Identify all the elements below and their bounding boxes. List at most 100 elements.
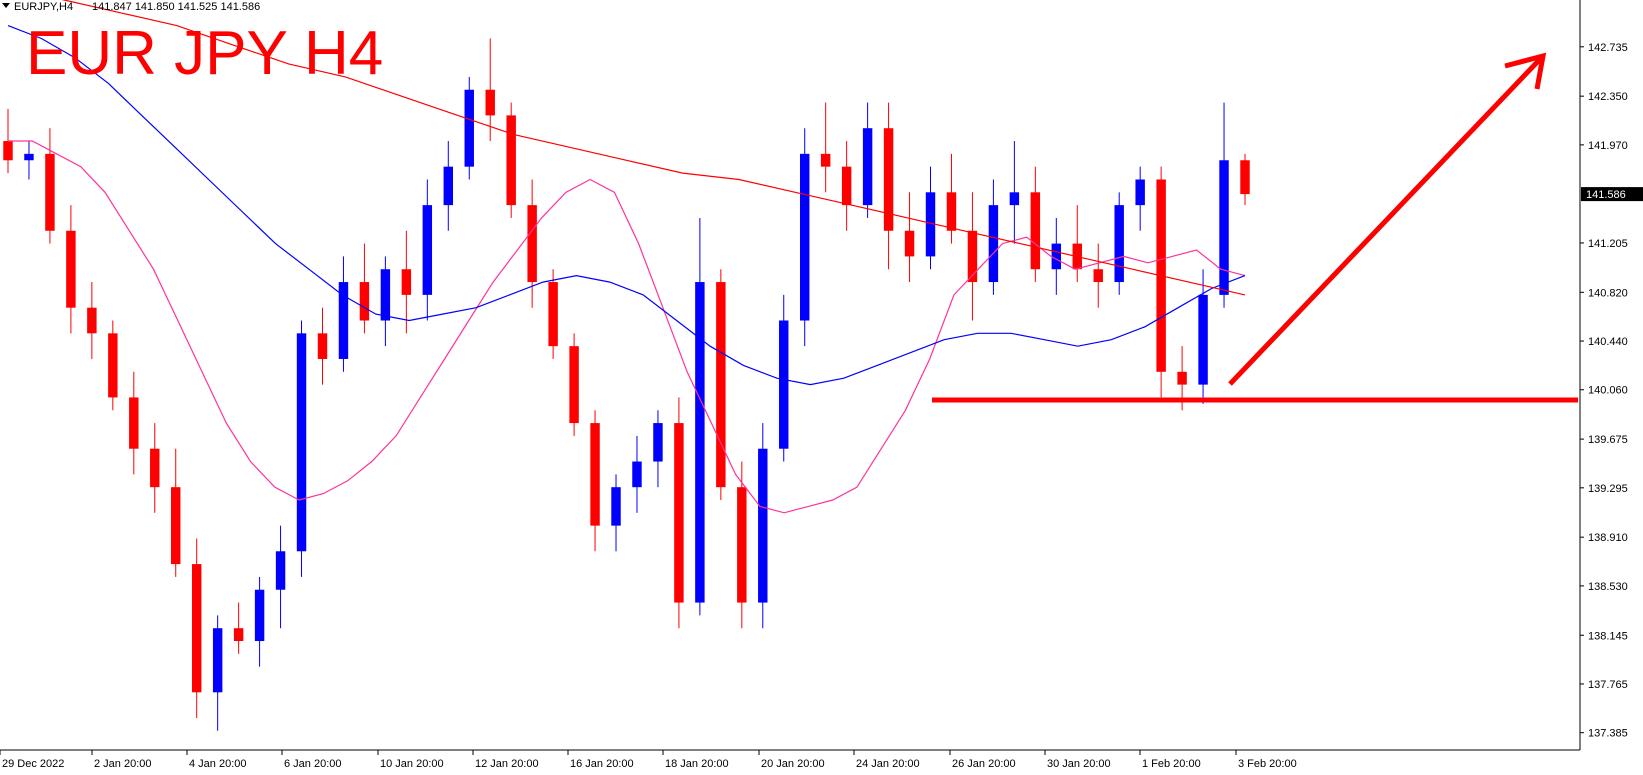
candle-body xyxy=(464,89,474,167)
candle-body xyxy=(401,269,412,295)
candle-body xyxy=(632,461,642,488)
candle-body xyxy=(1198,294,1208,385)
time-tick-label: 1 Feb 20:00 xyxy=(1142,758,1201,770)
candle-body xyxy=(87,307,97,334)
candle-body xyxy=(737,487,747,603)
candle-body xyxy=(1177,371,1187,385)
candle-body xyxy=(527,205,537,283)
candle-body xyxy=(150,448,160,488)
candle-body xyxy=(1051,243,1062,270)
current-price-label: 141.586 xyxy=(1586,189,1626,201)
candle-body xyxy=(925,192,936,257)
price-tick-label: 138.910 xyxy=(1588,532,1628,544)
candle-body xyxy=(779,320,789,449)
candle-body xyxy=(841,166,852,206)
candle-body xyxy=(862,128,873,206)
candle-body xyxy=(380,269,391,321)
candle-body xyxy=(820,153,831,167)
candle-body xyxy=(317,333,328,359)
candle-body xyxy=(1114,205,1124,283)
price-tick-label: 137.765 xyxy=(1588,679,1628,691)
price-tick-label: 139.675 xyxy=(1588,434,1628,446)
candle-body xyxy=(1135,179,1145,206)
candle-body xyxy=(988,205,999,283)
candle-body xyxy=(254,589,265,642)
price-tick-label: 140.440 xyxy=(1588,336,1628,348)
candle-body xyxy=(1219,160,1229,295)
time-tick-label: 6 Jan 20:00 xyxy=(284,758,342,770)
candle-body xyxy=(904,230,915,257)
time-tick-label: 30 Jan 20:00 xyxy=(1047,758,1111,770)
time-tick-label: 12 Jan 20:00 xyxy=(475,758,539,770)
candle-body xyxy=(1030,192,1041,270)
price-tick-label: 137.385 xyxy=(1588,728,1628,740)
candle-body xyxy=(883,128,894,231)
time-tick-label: 3 Feb 20:00 xyxy=(1238,758,1297,770)
price-tick-label: 138.530 xyxy=(1588,581,1628,593)
candle-body xyxy=(422,205,433,295)
candle-body xyxy=(799,153,810,321)
candle-body xyxy=(695,282,705,603)
chart-title: EUR JPY H4 xyxy=(26,19,383,88)
candle-body xyxy=(296,333,307,552)
time-tick-label: 26 Jan 20:00 xyxy=(952,758,1016,770)
candle-body xyxy=(171,487,181,565)
candle-body xyxy=(66,230,76,308)
candle-body xyxy=(1009,192,1020,206)
candle-body xyxy=(506,115,516,206)
candle-body xyxy=(590,423,600,526)
price-tick-label: 142.735 xyxy=(1588,42,1628,54)
candle-body xyxy=(1093,269,1103,283)
candle-body xyxy=(45,153,55,231)
price-tick-label: 138.145 xyxy=(1588,630,1628,642)
candle-body xyxy=(967,230,978,283)
candle-body xyxy=(275,551,286,590)
time-axis: 29 Dec 2022 2 Jan 20:00 4 Jan 20:00 6 Jan 2… xyxy=(0,749,1580,770)
candle-body xyxy=(653,423,663,462)
symbol-label: EURJPY,H4 xyxy=(14,1,73,13)
candle-body xyxy=(1240,160,1250,195)
candle-body xyxy=(129,397,139,449)
ma-line-ma_slow xyxy=(61,0,1246,296)
candle-body xyxy=(443,166,454,206)
candle-body xyxy=(338,282,349,359)
candle-body xyxy=(24,153,34,161)
time-tick-label: 2 Jan 20:00 xyxy=(94,758,152,770)
time-tick-label: 20 Jan 20:00 xyxy=(761,758,825,770)
candle-body xyxy=(548,282,558,347)
candle-body xyxy=(716,282,726,488)
candle-body xyxy=(108,333,118,398)
candle-body xyxy=(946,192,957,231)
time-tick-label: 29 Dec 2022 xyxy=(2,758,64,770)
ohlc-header: 141.847 141.850 141.525 141.586 xyxy=(92,1,260,13)
candle-body xyxy=(674,423,684,603)
annotations xyxy=(932,52,1578,403)
up-arrow-head xyxy=(1504,52,1547,90)
price-tick-label: 140.820 xyxy=(1588,287,1628,299)
moving-averages xyxy=(7,0,1246,514)
dropdown-triangle-icon[interactable] xyxy=(2,3,10,8)
candle-body xyxy=(485,89,495,116)
ma-line-ma_mid xyxy=(7,25,1246,386)
price-tick-label: 141.205 xyxy=(1588,238,1628,250)
time-tick-label: 10 Jan 20:00 xyxy=(380,758,444,770)
price-tick-label: 140.060 xyxy=(1588,385,1628,397)
current-price-box xyxy=(1581,187,1643,202)
ma-line-ma_fast xyxy=(8,140,1246,514)
price-tick-label: 141.970 xyxy=(1588,140,1628,152)
candle-body xyxy=(212,628,223,693)
price-tick-label: 142.350 xyxy=(1588,91,1628,103)
time-tick-label: 24 Jan 20:00 xyxy=(856,758,920,770)
up-arrow-shaft xyxy=(1228,54,1545,386)
time-tick-label: 4 Jan 20:00 xyxy=(189,758,247,770)
time-tick-label: 16 Jan 20:00 xyxy=(570,758,634,770)
candle-body xyxy=(191,564,202,693)
price-axis: 142.735 142.350 141.970 141.586 141.205 140.8… xyxy=(1579,0,1643,750)
candle-body xyxy=(758,448,768,603)
candle-body xyxy=(569,346,579,424)
candle-body xyxy=(611,487,621,526)
candle-body xyxy=(233,628,244,642)
